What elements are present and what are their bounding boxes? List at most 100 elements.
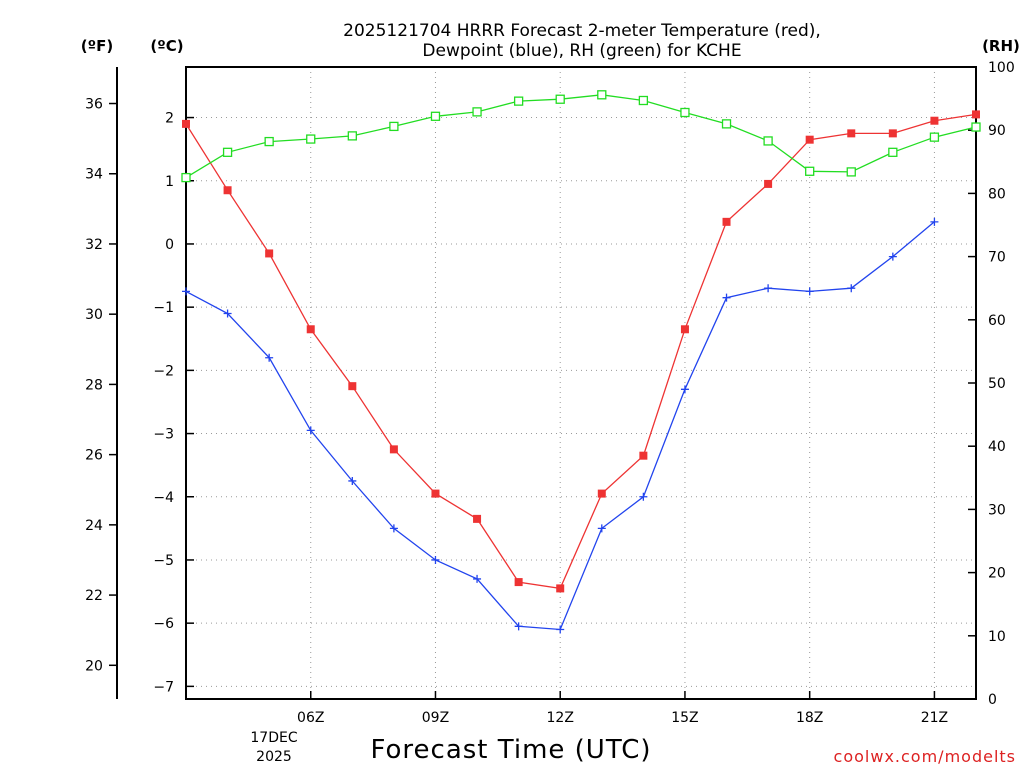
celsius-tick-label: −1: [153, 300, 174, 316]
celsius-tick-label: 1: [165, 174, 174, 190]
rh-tick-label: 30: [988, 502, 1006, 518]
temperature-point: [805, 135, 814, 144]
dewpoint-point: [473, 574, 482, 583]
dewpoint-point: [431, 555, 440, 564]
rh-tick-label: 60: [988, 313, 1006, 329]
dewpoint-point: [847, 284, 856, 293]
temperature-point: [514, 578, 523, 587]
dewpoint-point: [888, 252, 897, 261]
x-tick-label: 15Z: [671, 710, 698, 726]
fahrenheit-tick-label: 34: [85, 167, 103, 183]
temperature-point: [972, 110, 980, 119]
dewpoint-point: [597, 524, 606, 533]
temperature-point: [556, 584, 565, 593]
x-tick-label: 21Z: [921, 710, 948, 726]
temperature-point: [680, 325, 689, 334]
temperature-point: [182, 119, 190, 128]
rh-point: [264, 136, 274, 147]
rh-tick-label: 20: [988, 566, 1006, 582]
rh-tick-label: 80: [988, 186, 1006, 202]
dewpoint-point: [265, 353, 274, 362]
rh-tick-label: 10: [988, 629, 1006, 645]
rh-point: [306, 134, 316, 144]
x-tick-label: 09Z: [422, 710, 449, 726]
temperature-point: [722, 217, 731, 226]
temperature-point: [389, 445, 398, 454]
temperature-point: [431, 489, 440, 498]
rh-tick-label: 90: [988, 123, 1006, 139]
dewpoint-point: [182, 287, 190, 296]
temperature-point: [265, 249, 274, 258]
dewpoint-point: [764, 284, 773, 293]
rh-point: [389, 121, 399, 132]
fahrenheit-tick-label: 24: [85, 518, 103, 534]
celsius-tick-label: −5: [153, 553, 174, 569]
fahrenheit-tick-label: 26: [85, 448, 103, 464]
chart-title-line-2: Dewpoint (blue), RH (green) for KCHE: [422, 41, 741, 61]
dewpoint-point: [514, 622, 523, 631]
axes-layer: 06Z 09Z 12Z 15Z 18Z 21Z210−1−2−3−4−5−6−736343…: [85, 60, 1015, 726]
temperature-series-line: [185, 113, 977, 590]
dewpoint-point: [348, 476, 357, 485]
temperature-point: [888, 129, 897, 138]
rh-point: [222, 147, 233, 157]
rh-tick-label: 50: [988, 376, 1006, 392]
rh-tick-label: 100: [988, 60, 1015, 76]
celsius-tick-label: −3: [153, 427, 174, 443]
celsius-tick-label: −7: [153, 679, 174, 695]
rh-point: [638, 95, 649, 106]
celsius-tick-label: −6: [153, 616, 174, 632]
credit-text: coolwx.com/modelts: [834, 747, 1016, 766]
rh-point: [555, 94, 565, 104]
rh-point: [181, 172, 191, 183]
rh-tick-label: 0: [988, 692, 997, 708]
date-label-year: 2025: [256, 749, 292, 765]
temperature-point: [764, 179, 773, 188]
x-tick-label: 18Z: [796, 710, 823, 726]
dewpoint-point: [556, 625, 565, 634]
dewpoint-point: [389, 524, 398, 533]
celsius-tick-label: −4: [153, 490, 174, 506]
dewpoint-point: [805, 287, 814, 296]
dewpoint-point: [306, 426, 315, 435]
x-axis-title: Forecast Time (UTC): [370, 735, 651, 765]
rh-point: [721, 119, 732, 129]
temperature-point: [306, 325, 315, 334]
temperature-point: [473, 514, 482, 523]
temperature-point: [348, 382, 357, 391]
fahrenheit-tick-label: 20: [85, 658, 103, 674]
celsius-tick-label: 0: [165, 237, 174, 253]
chart-title-line-1: 2025121704 HRRR Forecast 2-meter Tempera…: [343, 21, 821, 41]
rh-point: [763, 136, 773, 146]
date-label-day: 17DEC: [250, 730, 297, 746]
fahrenheit-tick-label: 22: [85, 588, 103, 604]
rh-unit-label: (RH): [982, 37, 1020, 55]
temperature-point: [930, 116, 939, 125]
fahrenheit-unit-label: (ºF): [81, 37, 113, 55]
dewpoint-point: [680, 385, 689, 394]
rh-point: [888, 147, 898, 157]
fahrenheit-tick-label: 36: [85, 97, 103, 113]
x-tick-label: 12Z: [547, 710, 574, 726]
temperature-point: [639, 451, 648, 460]
rh-point: [846, 167, 856, 177]
series-layer: [181, 90, 981, 634]
grid-layer: [186, 67, 976, 699]
rh-point: [680, 107, 690, 118]
celsius-tick-label: −2: [153, 363, 174, 379]
fahrenheit-tick-label: 28: [85, 377, 103, 393]
rh-point: [472, 107, 482, 117]
fahrenheit-tick-label: 32: [85, 237, 103, 253]
rh-series-line: [185, 94, 977, 179]
dewpoint-point: [930, 217, 939, 226]
temperature-point: [597, 489, 606, 498]
plot-frame: [185, 66, 977, 700]
rh-tick-label: 40: [988, 439, 1006, 455]
rh-point: [597, 90, 607, 100]
dewpoint-point: [639, 492, 648, 501]
celsius-tick-label: 2: [165, 111, 174, 127]
temperature-point: [223, 186, 232, 195]
rh-point: [971, 122, 981, 132]
temperature-point: [847, 129, 856, 138]
